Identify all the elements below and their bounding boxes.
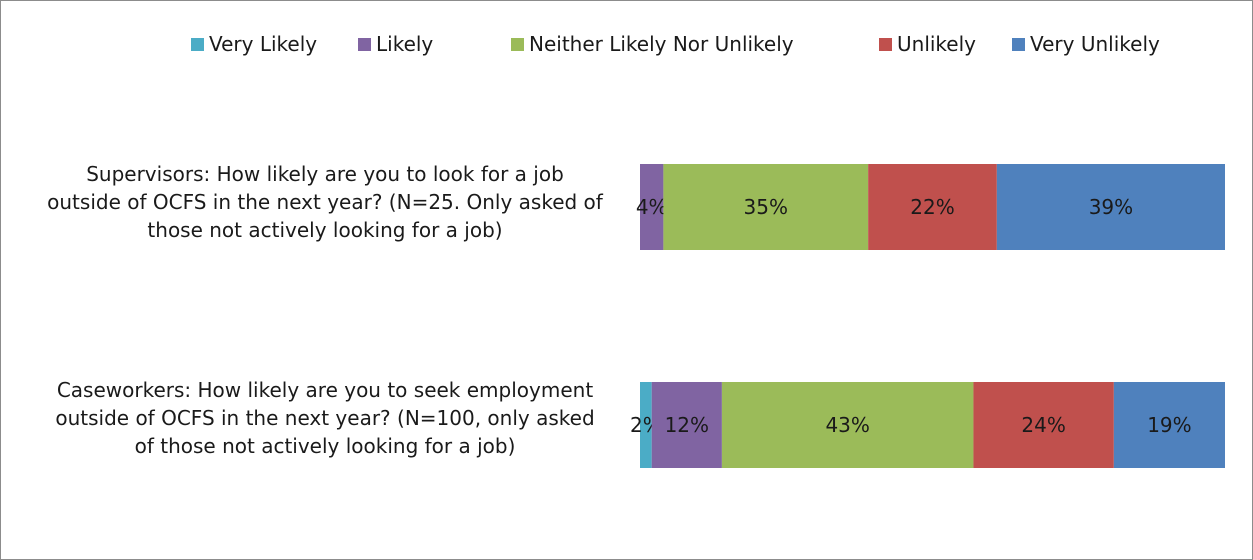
bar-segment-caseworkers-very-likely [640, 382, 652, 468]
legend: Very Likely Likely Neither Likely Nor Un… [0, 30, 1253, 58]
legend-swatch-unlikely [879, 37, 892, 51]
legend-item-neither: Neither Likely Nor Unlikely [511, 30, 794, 58]
category-label-line: of those not actively looking for a job) [134, 434, 516, 458]
legend-label-unlikely: Unlikely [897, 32, 976, 56]
data-label-supervisors-likely: 4% [636, 195, 668, 219]
legend-label-very-unlikely: Very Unlikely [1030, 32, 1160, 56]
data-label-supervisors-very-unlikely: 39% [1089, 195, 1133, 219]
bar-segment-caseworkers-likely [651, 382, 722, 468]
legend-label-neither: Neither Likely Nor Unlikely [529, 32, 794, 56]
legend-label-very-likely: Very Likely [209, 32, 318, 56]
category-label-line: those not actively looking for a job) [147, 218, 503, 242]
legend-swatch-neither [511, 37, 524, 51]
data-label-supervisors-neither-likely-nor-unlikely: 35% [744, 195, 788, 219]
category-label-line: Supervisors: How likely are you to look … [86, 162, 564, 186]
bar-segment-supervisors-neither-likely-nor-unlikely [663, 164, 869, 250]
category-label-caseworkers: Caseworkers: How likely are you to seek … [25, 376, 625, 460]
data-label-caseworkers-unlikely: 24% [1021, 413, 1065, 437]
bar-segment-caseworkers-very-unlikely [1113, 382, 1225, 468]
category-label-line: outside of OCFS in the next year? (N=25.… [47, 190, 603, 214]
legend-item-very-unlikely: Very Unlikely [1012, 30, 1160, 58]
bar-segment-supervisors-very-unlikely [996, 164, 1225, 250]
bar-segment-supervisors-likely [640, 164, 664, 250]
category-label-line: outside of OCFS in the next year? (N=100… [55, 406, 595, 430]
category-label-supervisors: Supervisors: How likely are you to look … [25, 160, 625, 244]
legend-swatch-likely [358, 37, 371, 51]
data-label-caseworkers-very-unlikely: 19% [1147, 413, 1191, 437]
data-label-supervisors-unlikely: 22% [910, 195, 954, 219]
legend-swatch-very-likely [191, 37, 204, 51]
legend-item-very-likely: Very Likely [191, 30, 317, 58]
legend-label-likely: Likely [376, 32, 434, 56]
bar-segment-caseworkers-neither-likely-nor-unlikely [721, 382, 974, 468]
data-label-caseworkers-neither-likely-nor-unlikely: 43% [825, 413, 869, 437]
legend-item-unlikely: Unlikely [879, 30, 976, 58]
category-label-line: Caseworkers: How likely are you to seek … [56, 378, 594, 402]
bar-segment-caseworkers-unlikely [973, 382, 1114, 468]
bar-segment-supervisors-unlikely [868, 164, 997, 250]
data-label-caseworkers-likely: 12% [665, 413, 709, 437]
legend-item-likely: Likely [358, 30, 433, 58]
legend-swatch-very-unlikely [1012, 37, 1025, 51]
